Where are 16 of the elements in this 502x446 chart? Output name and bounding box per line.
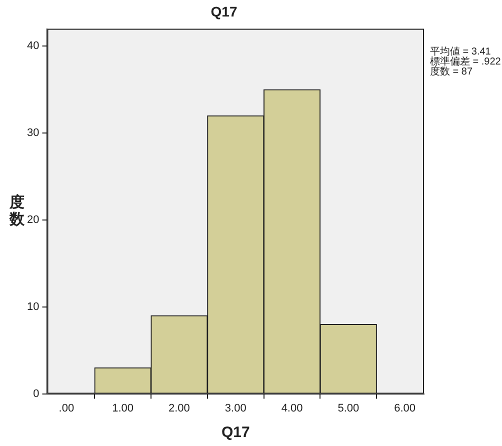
x-tick-label: 2.00 [168,402,190,414]
y-tick-label: 0 [33,388,40,400]
y-tick-label: 40 [26,40,40,52]
y-tick-label: 20 [26,214,40,226]
x-axis-title: Q17 [221,424,250,442]
y-axis-title: 度数 [8,192,26,228]
text: 度数 = 87 [430,66,473,78]
chart-title: Q17 [210,3,238,20]
x-tick-label: 3.00 [224,402,246,414]
x-tick-label: .00 [58,402,74,414]
x-tick-label: 4.00 [281,402,303,414]
x-tick-label: 6.00 [394,402,416,414]
y-tick-label: 30 [26,127,40,140]
x-tick-label: 5.00 [338,402,360,414]
y-tick-label: 10 [26,300,40,313]
x-tick-label: 1.00 [112,402,134,414]
